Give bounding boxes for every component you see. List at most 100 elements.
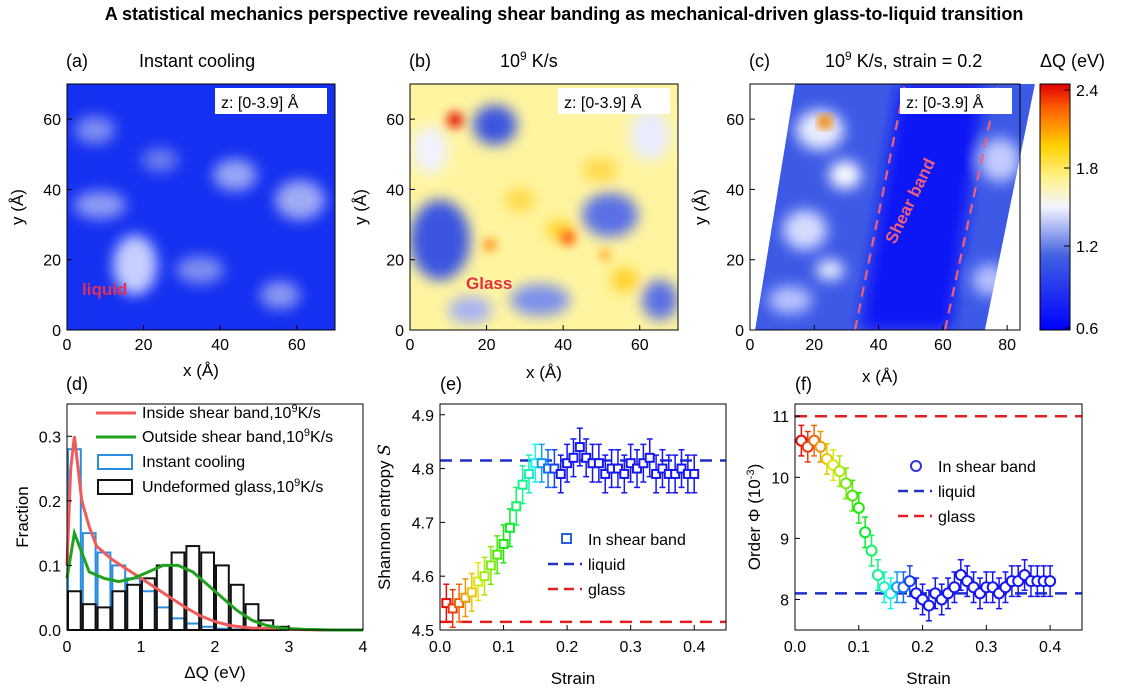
legend-marker [561,533,572,544]
y-tick-label: 0.0 [39,623,61,640]
data-point [492,549,503,560]
chart-f: (f) 0.0 0.1 0.2 0.3 0.4 8 9 10 11 Strain Order Φ (1… [745,374,1083,688]
ylabel-text: Shannon entropy [375,456,394,590]
x-tick-label: 0.2 [911,639,933,656]
bar-undeformed-glass [185,545,201,631]
data-point [676,463,687,474]
label-tail: K/s, strain = 0.2 [852,51,983,71]
x-tick-label: 4 [359,639,368,656]
y-tick-label: 4.9 [412,408,434,425]
panel-label: (a) [66,51,88,71]
y-tick-label: 0.1 [39,558,61,575]
x-tick-label: 60 [631,337,649,354]
data-point [852,501,865,514]
annotation-glass: Glass [466,274,512,293]
legend-entry: liquid [938,484,975,501]
data-point [1044,575,1057,588]
x-tick-label: 0.4 [683,639,705,656]
y-tick-label: 0 [735,323,744,340]
y-tick-label: 20 [43,253,61,270]
line-outside-shear-band [65,527,363,632]
data-point [833,465,846,478]
panel-label: (c) [749,51,770,71]
x-tick-label: 0.1 [848,639,870,656]
label-exp: 9 [520,49,527,63]
ylabel-text: Order Φ (10 [745,479,764,570]
data-point [814,440,827,453]
data-point [644,452,655,463]
bar-instant-cooling [126,577,141,631]
data-point [581,452,592,463]
zlabel-box [558,88,670,114]
x-tick-label: 0.1 [492,639,514,656]
annotation-liquid: liquid [82,280,127,299]
map-panel-c [749,83,1035,331]
panel-label: (f) [795,374,812,394]
bar-instant-cooling [111,564,127,632]
y-axis-label: y (Å) [691,189,710,225]
x-tick-label: 1 [137,639,146,656]
colorbar-tick-label: 0.6 [1076,321,1098,338]
map-axes-1: (b) 109 K/s z: [0-3.9] Å Glass 0 20 40 60 0 20 40 6… [351,49,670,382]
data-point [670,468,681,479]
bar-instant-cooling [81,532,97,632]
x-tick-label: 0.3 [975,639,997,656]
colorbar-labels: ΔQ (eV) 2.4 1.8 1.2 0.6 [1040,51,1105,338]
x-tick-label: 40 [211,337,229,354]
data-point [454,598,465,609]
y-tick-label: 4.5 [412,623,434,640]
legend-exp: 9 [294,477,300,489]
colorbar-tick-label: 1.2 [1076,239,1098,256]
data-point [871,569,884,582]
x-tick-label: 0.2 [556,639,578,656]
legend-entry: liquid [588,557,625,574]
legend-entry: In shear band [588,532,686,549]
data-point [485,560,496,571]
x-tick-label: 60 [288,337,306,354]
x-axis-label: Strain [551,669,595,688]
data-point [689,468,700,479]
y-tick-label: 40 [726,182,744,199]
zlabel-box [215,88,327,114]
y-tick-label: 0 [52,323,61,340]
map-panel-b [409,83,679,331]
y-axis-label: Order Φ (10-3) [745,464,764,571]
x-tick-label: 0.3 [620,639,642,656]
y-tick-label: 20 [726,253,744,270]
data-point [511,501,522,512]
y-tick-label: 11 [772,409,789,426]
legend-text: Outside shear band,10 [142,429,304,446]
ylabel-text: ) [745,464,764,470]
data-point [460,592,471,603]
line-inside-shear-band [65,436,363,632]
data-point [441,598,452,609]
y-tick-label: 60 [726,112,744,129]
legend-entry: Outside shear band,109K/s [142,427,333,446]
x-axis-label: x (Å) [526,363,562,382]
panel-label: (d) [66,374,88,394]
legend-text: Inside shear band,10 [142,405,292,422]
plot-frame [439,403,727,631]
legend-exp: 9 [304,427,310,439]
data-point [625,458,636,469]
y-tick-label: 4.8 [412,462,434,479]
colorbar-title: ΔQ (eV) [1040,51,1105,71]
zlabel: z: [0-3.9] Å [564,93,642,112]
panel-label: (b) [409,51,431,71]
legend-swatch-undeformed [97,479,133,495]
data-point [632,463,643,474]
x-tick-label: 2 [211,639,220,656]
bar-instant-cooling [155,606,171,632]
label-base: 10 [825,51,845,71]
colorbar [1039,83,1071,331]
legend-entry: glass [938,509,975,526]
data-point [657,463,668,474]
x-tick-label: 0 [406,337,415,354]
x-tick-label: 0.0 [784,639,806,656]
y-tick-label: 8 [780,592,789,609]
data-point [562,458,573,469]
legend-text: K/s [298,405,321,422]
y-tick-label: 9 [780,531,789,548]
x-axis-label: Strain [906,669,950,688]
x-tick-label: 20 [478,337,496,354]
